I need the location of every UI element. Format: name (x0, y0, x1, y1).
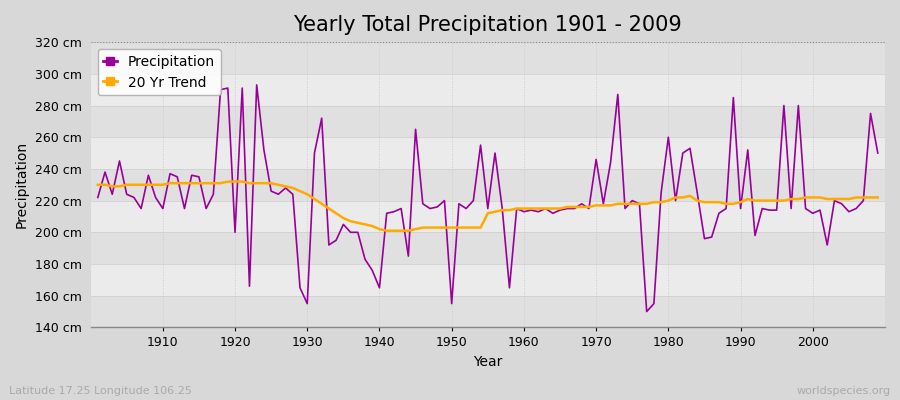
Bar (91, 264, 885, 296)
Text: Latitude 17.25 Longitude 106.25: Latitude 17.25 Longitude 106.25 (9, 386, 192, 396)
Bar (91, 169, 885, 201)
Bar (91, 137, 885, 169)
Bar (91, 232, 885, 264)
X-axis label: Year: Year (473, 355, 502, 369)
Bar (91, 201, 885, 232)
Bar (91, 106, 885, 137)
Bar (91, 296, 885, 328)
Y-axis label: Precipitation: Precipitation (15, 141, 29, 228)
Bar (91, 74, 885, 106)
Legend: Precipitation, 20 Yr Trend: Precipitation, 20 Yr Trend (97, 49, 220, 95)
Bar (91, 42, 885, 74)
Title: Yearly Total Precipitation 1901 - 2009: Yearly Total Precipitation 1901 - 2009 (293, 15, 682, 35)
Text: worldspecies.org: worldspecies.org (796, 386, 891, 396)
